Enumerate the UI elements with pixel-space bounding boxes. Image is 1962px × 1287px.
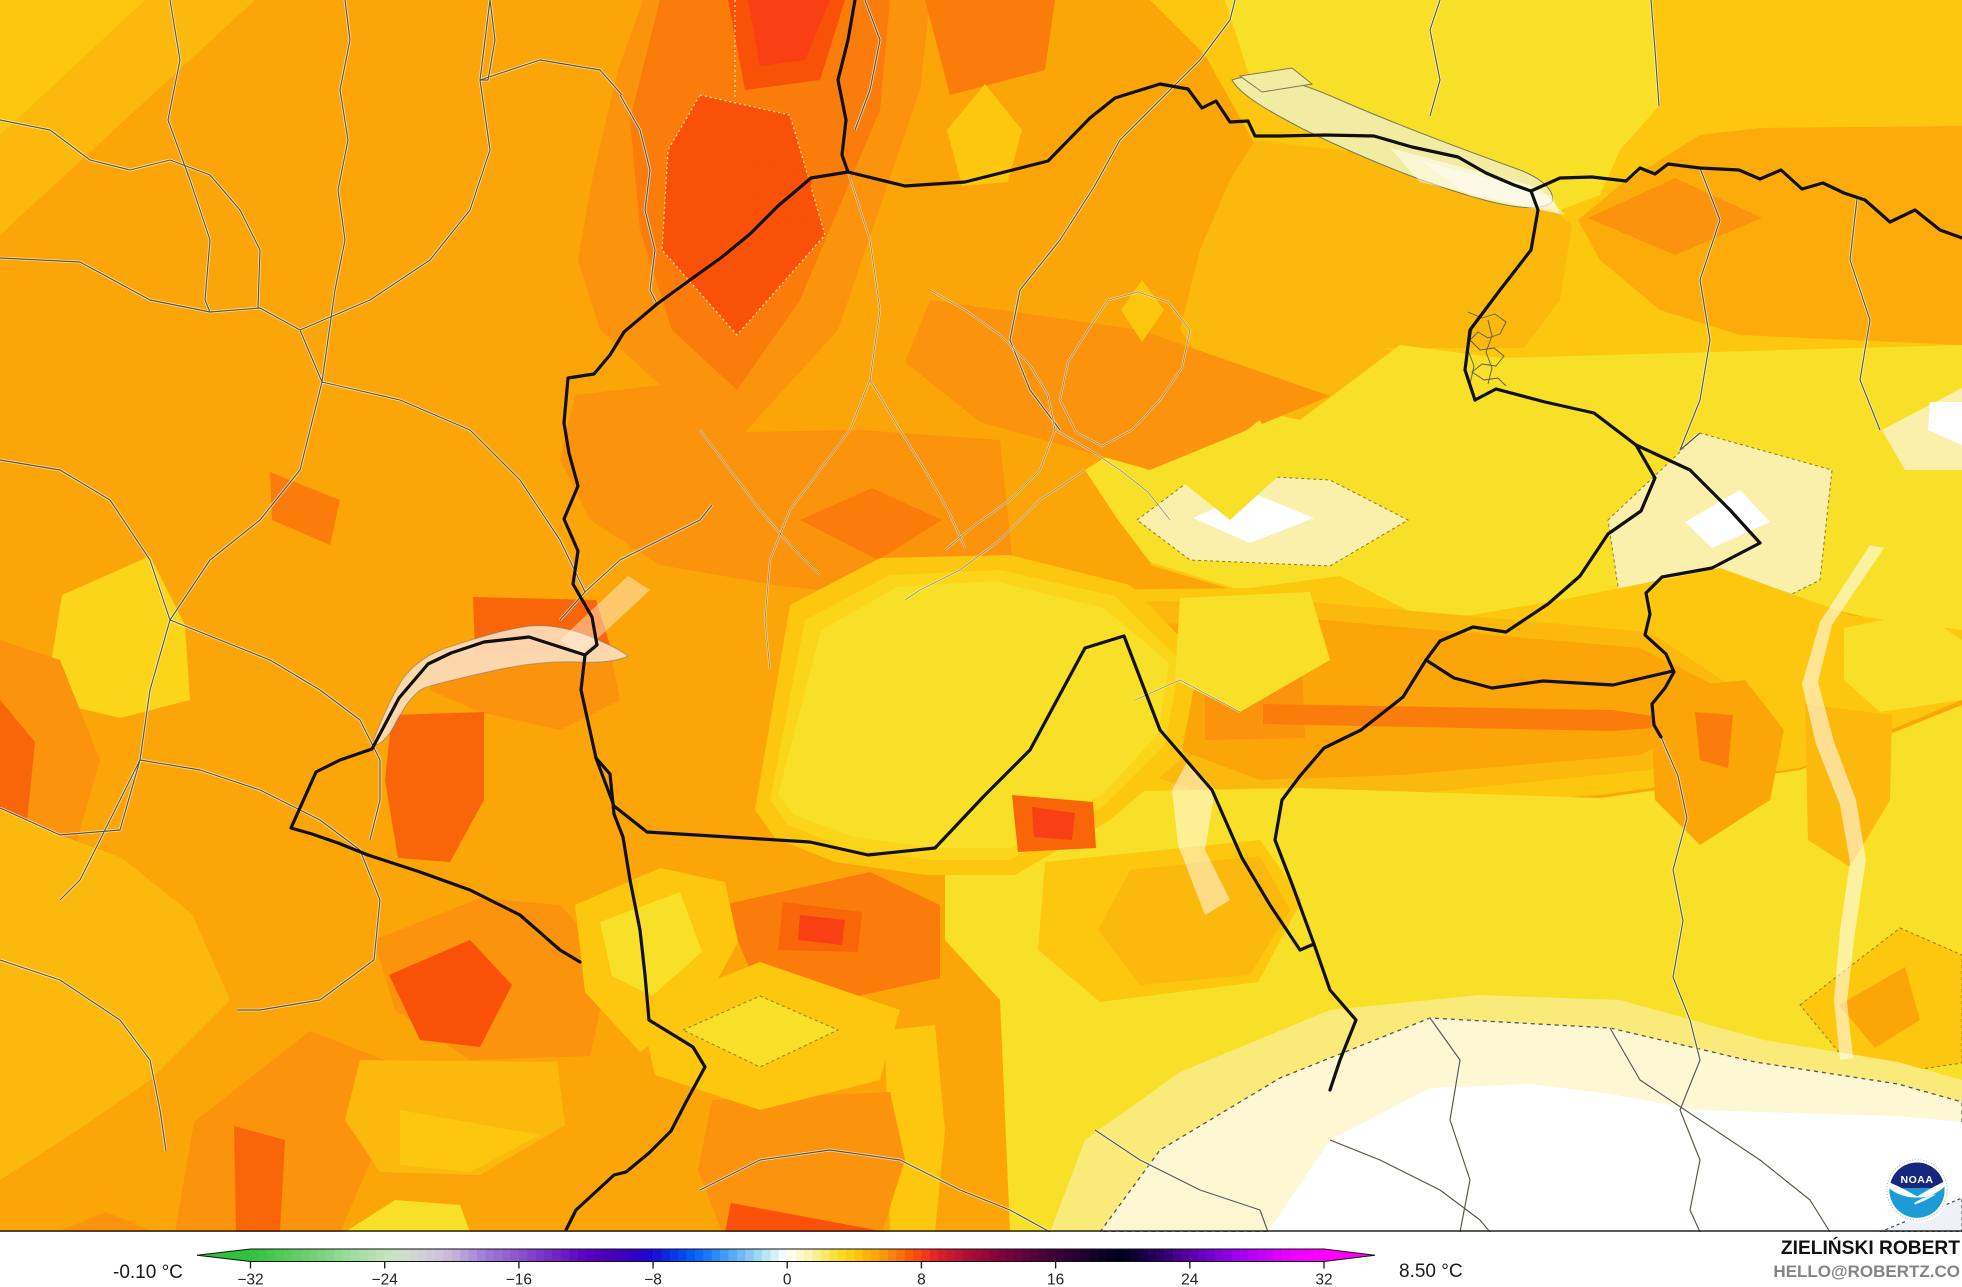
svg-text:ZIELIŃSKI ROBERT: ZIELIŃSKI ROBERT [1781,1237,1960,1259]
svg-text:−24: −24 [372,1272,399,1287]
svg-text:HELLO@ROBERTZ.CO: HELLO@ROBERTZ.CO [1773,1262,1960,1281]
svg-text:32: 32 [1315,1272,1332,1287]
svg-text:8: 8 [917,1272,926,1287]
svg-text:-0.10 °C: -0.10 °C [113,1262,183,1283]
svg-text:−32: −32 [237,1272,263,1287]
svg-text:16: 16 [1047,1272,1064,1287]
svg-text:8.50 °C: 8.50 °C [1399,1261,1463,1282]
svg-text:−8: −8 [644,1272,662,1287]
svg-text:0: 0 [783,1272,792,1287]
svg-text:−16: −16 [506,1272,532,1287]
svg-text:NOAA: NOAA [1901,1174,1934,1186]
svg-text:24: 24 [1181,1272,1199,1287]
